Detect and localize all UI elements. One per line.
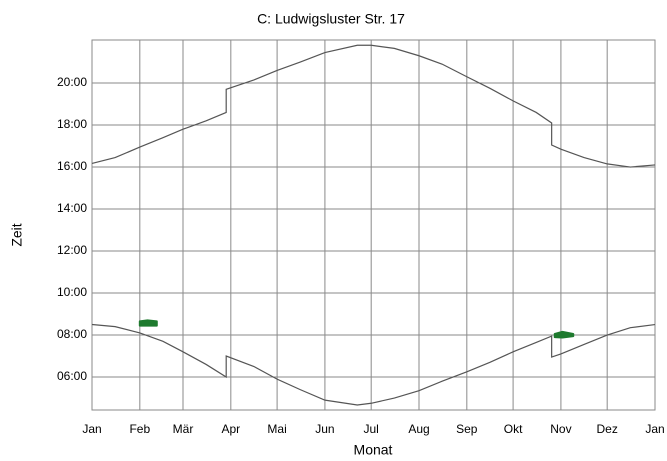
x-tick-label: Mai bbox=[267, 422, 286, 436]
x-tick-label: Jun bbox=[315, 422, 334, 436]
y-tick-label: 16:00 bbox=[57, 159, 87, 173]
shade-area bbox=[553, 330, 575, 339]
x-tick-label: Dez bbox=[597, 422, 618, 436]
line bbox=[91, 323, 656, 406]
x-tick-label: Sep bbox=[456, 422, 478, 436]
x-tick-label: Jan bbox=[82, 422, 101, 436]
y-tick-label: 20:00 bbox=[57, 75, 87, 89]
y-tick-label: 14:00 bbox=[57, 201, 87, 215]
shade-area bbox=[138, 319, 158, 327]
x-tick-label: Okt bbox=[504, 422, 523, 436]
y-tick-label: 06:00 bbox=[57, 369, 87, 383]
x-tick-label: Mär bbox=[173, 422, 194, 436]
y-tick-label: 10:00 bbox=[57, 285, 87, 299]
plot-area bbox=[91, 39, 656, 411]
chart-title: C: Ludwigsluster Str. 17 bbox=[257, 11, 405, 27]
line bbox=[91, 44, 656, 168]
y-tick-label: 18:00 bbox=[57, 117, 87, 131]
x-tick-label: Feb bbox=[129, 422, 150, 436]
x-tick-label: Apr bbox=[221, 422, 240, 436]
x-tick-label: Aug bbox=[408, 422, 429, 436]
x-tick-label: Nov bbox=[550, 422, 571, 436]
y-axis-label: Zeit bbox=[9, 223, 25, 246]
x-tick-label: Jan bbox=[645, 422, 664, 436]
y-tick-label: 08:00 bbox=[57, 327, 87, 341]
x-tick-label: Jul bbox=[364, 422, 379, 436]
y-tick-label: 12:00 bbox=[57, 243, 87, 257]
x-axis-label: Monat bbox=[354, 442, 393, 458]
